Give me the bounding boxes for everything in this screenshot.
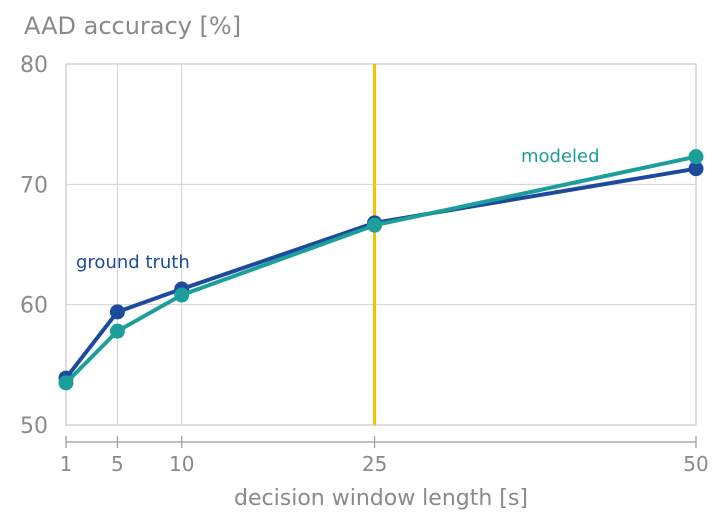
chart-title: AAD accuracy [%] <box>24 12 241 40</box>
series-1-point-10 <box>174 287 190 303</box>
axes: 1 5 10 25 50 50 60 70 80 <box>20 53 709 476</box>
series-0-point-5 <box>109 304 125 320</box>
grid-lines <box>66 64 696 425</box>
series-1-point-5 <box>109 323 125 339</box>
x-tick-label-1: 1 <box>60 452 73 476</box>
plot-frame <box>65 63 697 426</box>
series-label-ground-truth: ground truth <box>76 252 190 273</box>
y-tick-label-80: 80 <box>20 53 48 78</box>
series-label-modeled: modeled <box>521 146 600 167</box>
x-tick-label-50: 50 <box>683 452 708 476</box>
series-1-point-1 <box>58 375 74 391</box>
y-tick-label-70: 70 <box>20 173 48 198</box>
series-layer <box>58 149 704 391</box>
y-tick-label-60: 60 <box>20 294 48 319</box>
series-1-point-50 <box>688 149 704 165</box>
y-tick-label-50: 50 <box>20 414 48 439</box>
x-axis-label: decision window length [s] <box>234 486 528 511</box>
x-tick-label-5: 5 <box>111 452 124 476</box>
x-tick-label-25: 25 <box>362 452 387 476</box>
series-1-point-25 <box>367 217 383 233</box>
series-line-0 <box>64 166 698 381</box>
series-0-point-50 <box>688 161 704 177</box>
x-tick-label-10: 10 <box>169 452 194 476</box>
